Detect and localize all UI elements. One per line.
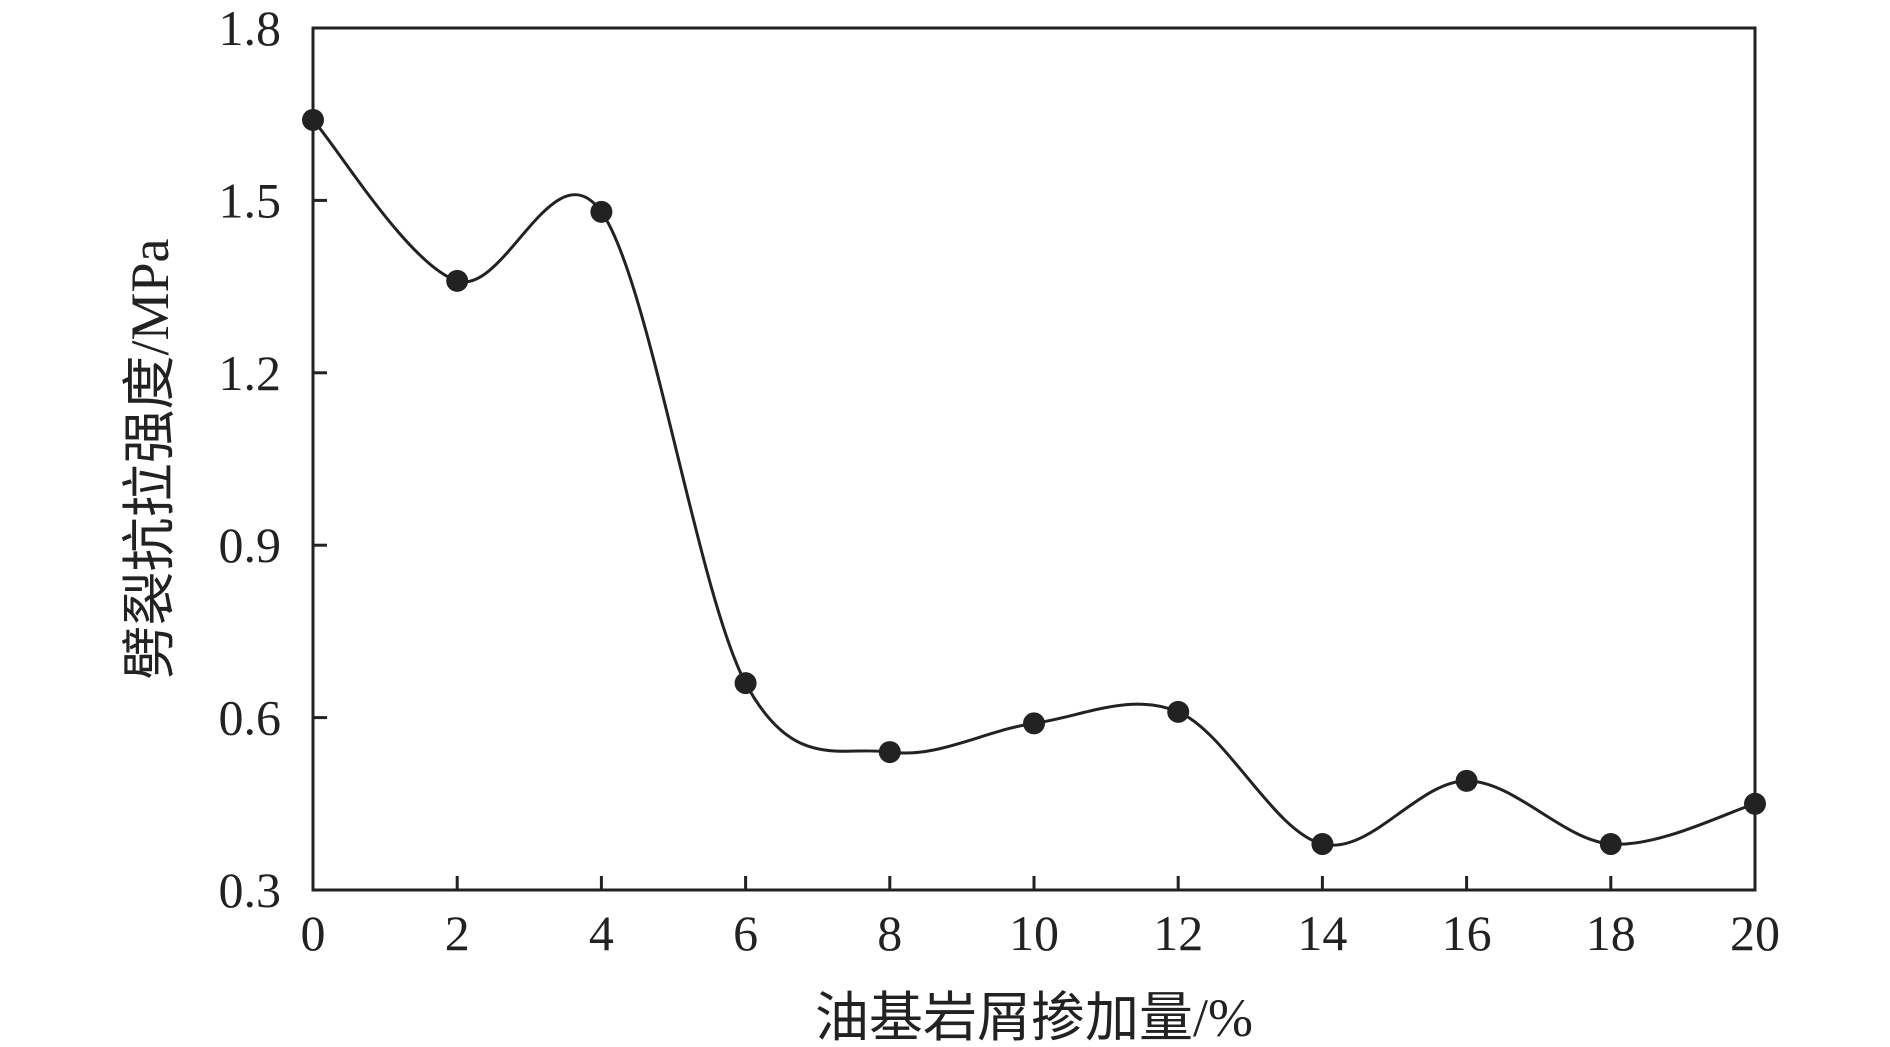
series-points-layer xyxy=(302,108,1766,856)
y-axis-title: 劈裂抗拉强度/MPa xyxy=(120,238,180,679)
data-point xyxy=(302,108,324,131)
y-tick-label: 1.5 xyxy=(219,172,282,228)
data-point xyxy=(446,269,469,292)
y-tick-label: 0.6 xyxy=(219,690,282,746)
x-tick-label: 20 xyxy=(1730,905,1780,961)
data-point xyxy=(1023,712,1045,735)
y-tick-label: 1.2 xyxy=(219,345,282,401)
x-tick-label: 0 xyxy=(301,905,326,961)
y-tick-label: 0.3 xyxy=(219,862,282,918)
data-point xyxy=(1744,792,1766,815)
x-tick-label: 18 xyxy=(1586,905,1636,961)
x-tick-label: 16 xyxy=(1442,905,1492,961)
x-tick-label: 2 xyxy=(445,905,470,961)
y-tick-label: 0.9 xyxy=(219,517,282,573)
x-tick-label: 4 xyxy=(589,905,614,961)
series-curve-layer xyxy=(311,118,1756,847)
data-point xyxy=(1599,833,1622,856)
data-point xyxy=(1167,700,1190,723)
series-line xyxy=(311,118,1756,847)
y-tick-label: 1.8 xyxy=(219,0,282,56)
data-point xyxy=(878,741,901,764)
x-tick-label: 6 xyxy=(733,905,758,961)
x-tick-label: 8 xyxy=(877,905,902,961)
data-point xyxy=(734,672,757,695)
axis-ticks: 0 2 4 6 8 10 12 14 16 18 20 0.3 0.6 0.9 1.2 1.5 1.8 xyxy=(219,0,1781,961)
x-tick-label: 12 xyxy=(1153,905,1203,961)
x-tick-label: 14 xyxy=(1297,905,1347,961)
data-point xyxy=(590,200,613,223)
data-point xyxy=(1311,833,1334,856)
x-tick-label: 10 xyxy=(1009,905,1059,961)
data-point xyxy=(1455,769,1478,792)
plot-frame xyxy=(311,26,1757,892)
x-axis-title: 油基岩屑掺加量/% xyxy=(815,988,1253,1047)
